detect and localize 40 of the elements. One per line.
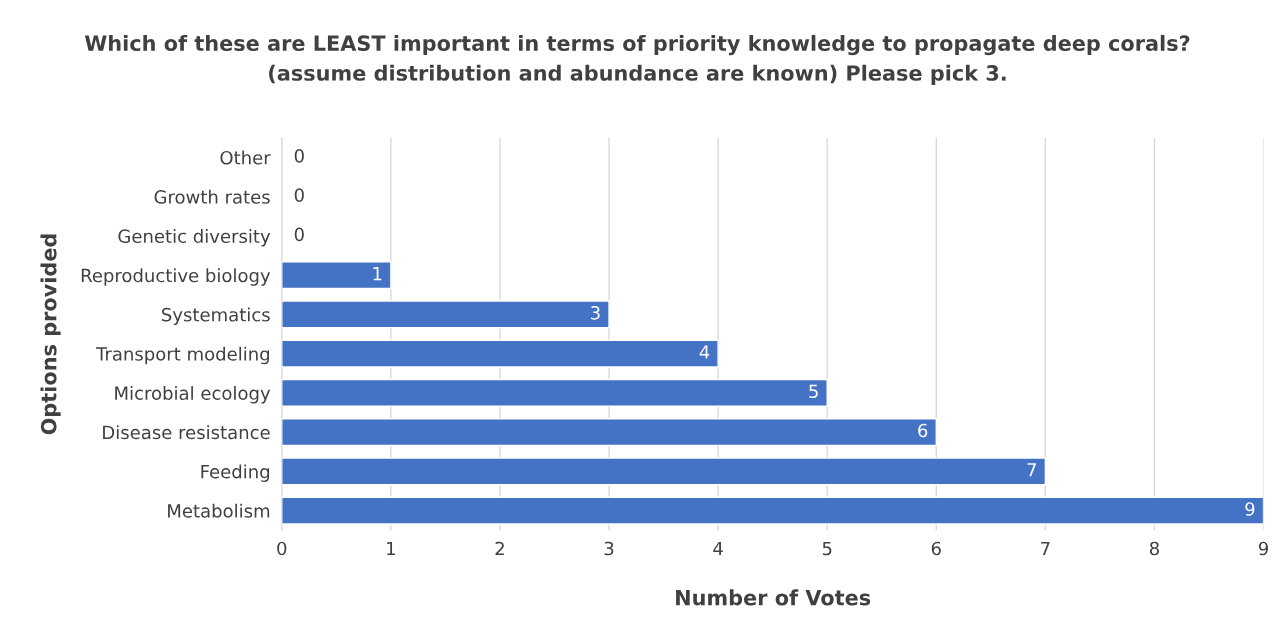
bar	[281, 300, 610, 329]
data-label: 7	[1027, 463, 1036, 477]
bar	[281, 339, 719, 368]
y-tick-label: Transport modeling	[96, 346, 270, 365]
y-tick-label: Reproductive biology	[81, 268, 271, 286]
x-tick-label: 8	[1149, 541, 1159, 556]
x-tick-label: 3	[604, 541, 614, 556]
data-label: 5	[809, 384, 818, 399]
data-label: 0	[294, 149, 304, 163]
y-tick-label: Genetic diversity	[118, 229, 271, 247]
x-tick-label: 2	[495, 541, 504, 556]
bar	[281, 457, 1047, 486]
x-axis-title: Number of Votes	[676, 589, 871, 606]
data-label: 9	[1245, 502, 1255, 516]
bar	[281, 496, 1264, 525]
data-label: 6	[918, 423, 928, 438]
x-tick-label: 7	[1041, 541, 1050, 556]
x-tick-label: 0	[277, 541, 287, 556]
x-tick-label: 1	[387, 541, 395, 556]
bar	[281, 378, 828, 407]
y-tick-label: Microbial ecology	[115, 386, 271, 404]
bar	[281, 261, 392, 290]
y-tick-label: Growth rates	[154, 189, 270, 204]
x-tick-label: 4	[713, 541, 723, 556]
y-tick-label: Metabolism	[168, 503, 270, 518]
data-label: 0	[294, 188, 304, 202]
y-axis-title: Options provided	[40, 234, 61, 435]
data-label: 1	[373, 266, 382, 281]
data-label: 3	[591, 305, 600, 320]
y-tick-label: Feeding	[201, 464, 270, 482]
bar	[281, 418, 937, 447]
x-tick-label: 6	[931, 541, 941, 556]
y-tick-label: Systematics	[162, 307, 270, 325]
x-tick-label: 9	[1258, 541, 1268, 556]
y-tick-label: Other	[220, 150, 271, 165]
data-label: 0	[294, 227, 304, 242]
y-tick-label: Disease resistance	[103, 425, 270, 440]
chart-title: Which of these are LEAST important in terms of priority knowledge to propagate deep corals? (assume distribution and abundance are known) Please pick 3.	[84, 34, 1190, 85]
data-label: 4	[699, 345, 710, 359]
x-tick-label: 5	[822, 541, 832, 556]
